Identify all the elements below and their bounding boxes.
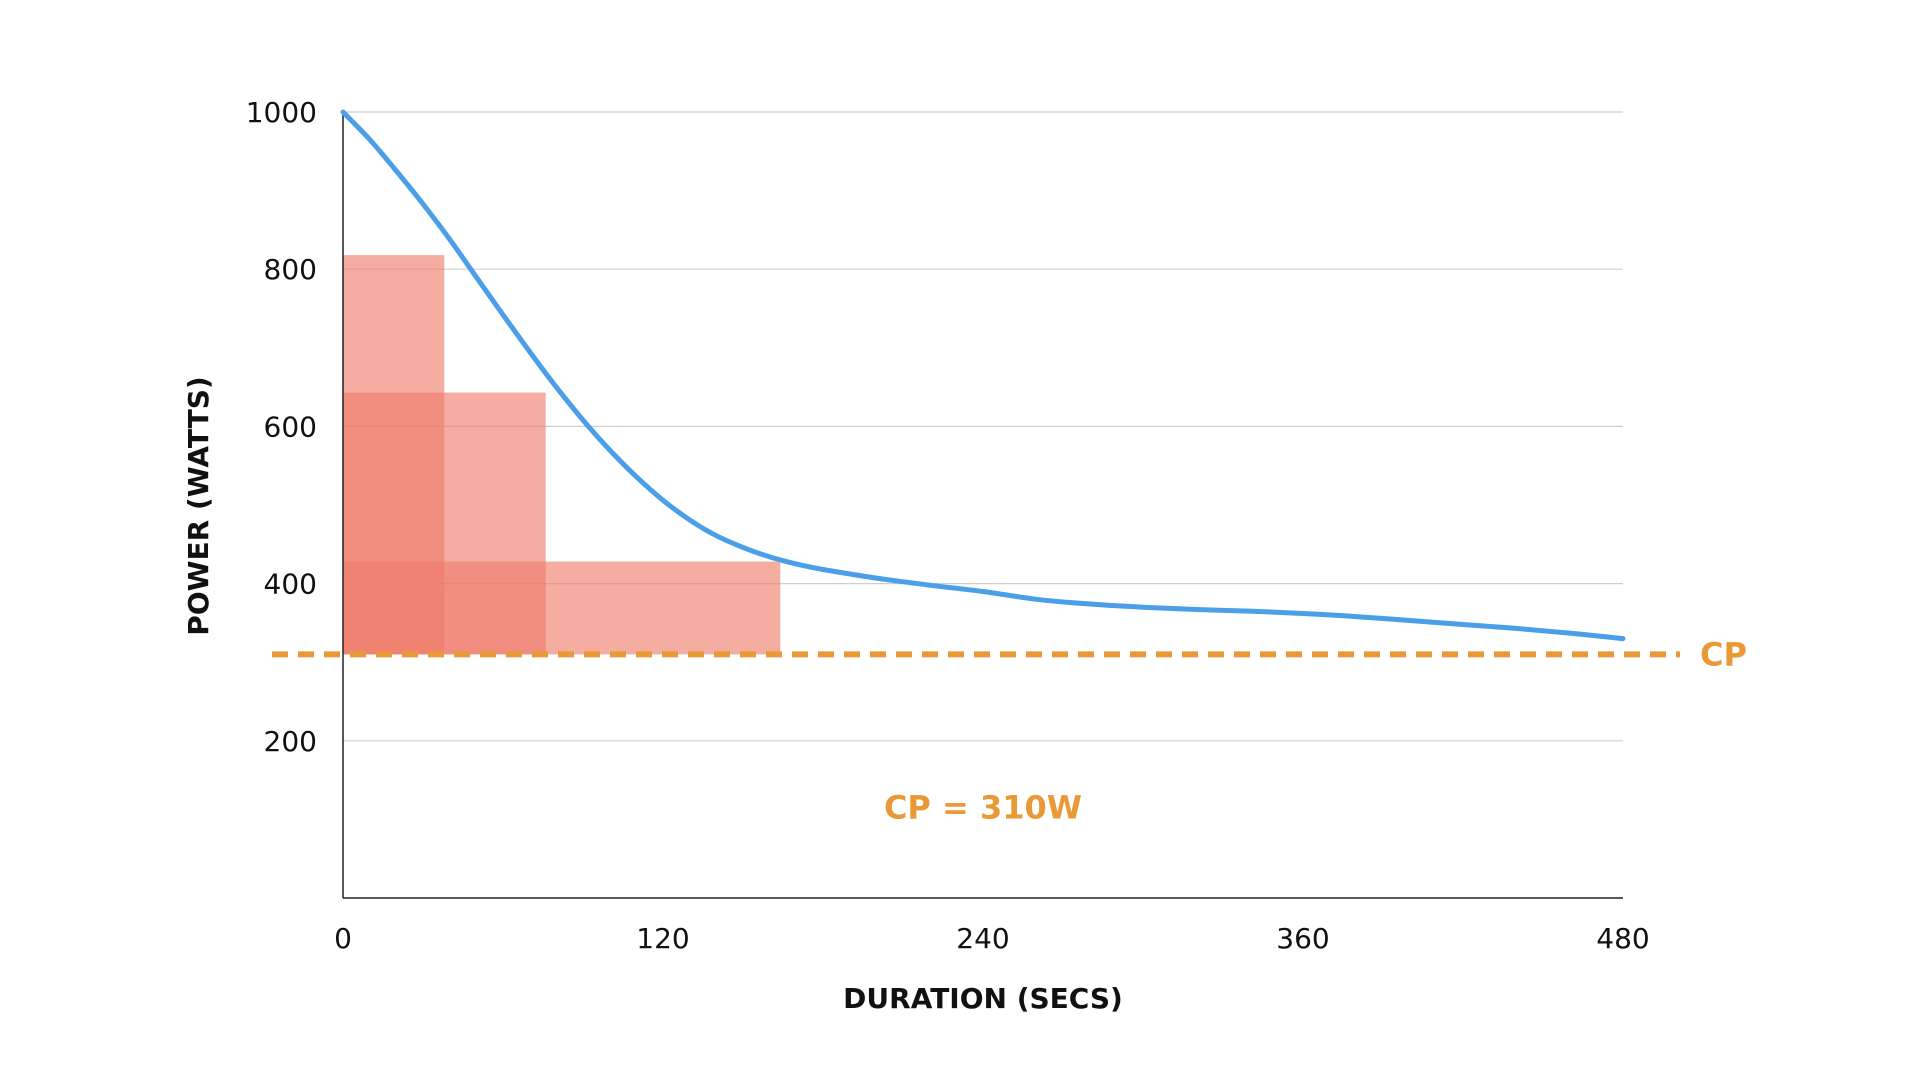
x-tick-label: 360: [1276, 922, 1329, 955]
axes: [342, 112, 1623, 899]
tick-labels: 200 400 600 800 1000 0 120 240 360 480: [246, 96, 1650, 955]
y-tick-label: 800: [264, 253, 317, 286]
shaded-region-3: [343, 561, 781, 655]
x-axis-title: DURATION (SECS): [843, 982, 1123, 1015]
y-tick-label: 200: [264, 725, 317, 758]
series: [340, 109, 1626, 642]
y-tick-label: 400: [264, 568, 317, 601]
x-tick-label: 120: [636, 922, 689, 955]
y-axis-title: POWER (WATTS): [182, 376, 215, 635]
x-tick-label: 0: [334, 922, 352, 955]
power-duration-curve: [340, 109, 1626, 642]
x-tick-label: 240: [956, 922, 1009, 955]
y-tick-label: 600: [264, 410, 317, 443]
shaded-regions: [343, 255, 781, 655]
cp-annotation: CP = 310W: [884, 789, 1082, 827]
y-tick-label: 1000: [246, 96, 317, 129]
cp-reference-label: CP: [1700, 635, 1747, 673]
chart-labels: CP CP = 310W DURATION (SECS) POWER (WATTS): [182, 376, 1747, 1015]
x-tick-label: 480: [1596, 922, 1649, 955]
